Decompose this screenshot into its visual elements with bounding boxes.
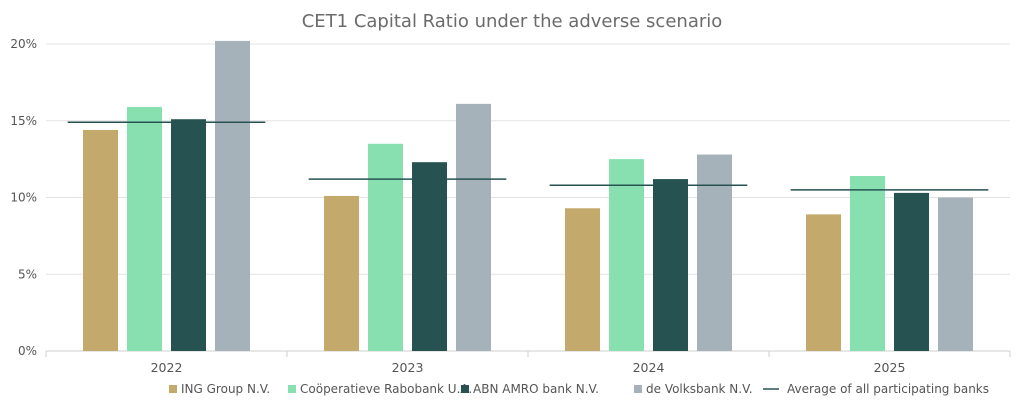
y-tick-label: 5% [18,267,37,281]
bar-de-volksbank-n-v--2023 [456,103,491,352]
x-category-label: 2023 [392,360,424,375]
bar-de-volksbank-n-v--2024 [697,154,732,351]
bar-co-peratieve-rabobank-u-a--2023 [368,143,403,351]
y-tick-label: 15% [10,114,37,128]
y-axis-ticks: 0% 5% 10% 15% 20% [10,37,37,358]
legend-label: de Volksbank N.V. [646,382,753,396]
legend-label: ING Group N.V. [181,382,270,396]
bar-abn-amro-bank-n-v--2023 [412,162,447,351]
bar-abn-amro-bank-n-v--2022 [171,119,206,351]
bar-co-peratieve-rabobank-u-a--2025 [850,176,885,351]
x-category-label: 2022 [151,360,183,375]
bar-co-peratieve-rabobank-u-a--2022 [127,106,162,351]
bar-ing-group-n-v--2023 [324,195,359,351]
gridlines [46,43,1010,352]
legend-swatch [461,385,469,393]
legend-swatch [169,385,177,393]
y-tick-label: 20% [10,37,37,51]
legend-swatch [288,385,296,393]
bar-de-volksbank-n-v--2025 [938,197,973,351]
legend-swatch [634,385,642,393]
y-tick-label: 0% [18,344,37,358]
average-lines [67,121,989,191]
legend: ING Group N.V. Coöperatieve Rabobank U.A.… [169,382,989,396]
x-category-label: 2025 [874,360,906,375]
bar-ing-group-n-v--2024 [565,208,600,351]
legend-label: ABN AMRO bank N.V. [473,382,599,396]
legend-label: Coöperatieve Rabobank U.A. [300,382,472,396]
legend-label-average: Average of all participating banks [787,382,989,396]
bar-de-volksbank-n-v--2022 [215,40,250,352]
x-category-label: 2024 [633,360,665,375]
y-tick-label: 10% [10,191,37,205]
bar-ing-group-n-v--2025 [806,214,841,351]
bars [83,40,973,352]
bar-abn-amro-bank-n-v--2024 [653,179,688,351]
x-axis: 2022 2023 2024 2025 [45,351,1011,375]
bar-ing-group-n-v--2022 [83,129,118,351]
chart-title: CET1 Capital Ratio under the adverse sce… [302,11,723,32]
bar-co-peratieve-rabobank-u-a--2024 [609,159,644,351]
bar-abn-amro-bank-n-v--2025 [894,192,929,351]
